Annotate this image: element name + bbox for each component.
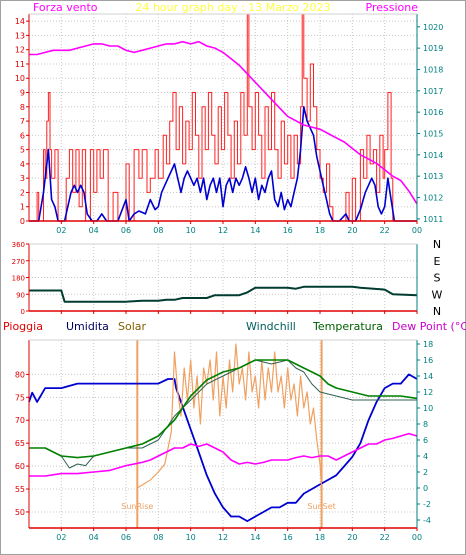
legend-dewpoint: Dew Point (°C) <box>392 320 466 333</box>
y-tick-label-right-2-3: 2 <box>423 468 428 477</box>
x-tick-label-2-4: 10 <box>186 533 196 542</box>
y-tick-label-left-0-0: 0 <box>20 217 25 226</box>
legend-windchill: Windchill <box>246 320 296 333</box>
y-tick-label-left-2-3: 65 <box>15 439 25 448</box>
x-tick-label-2-1: 04 <box>89 533 99 542</box>
y-tick-label-right-2-0: -4 <box>423 516 431 525</box>
header-left: Forza vento <box>33 1 98 14</box>
x-tick-label-0-4: 10 <box>186 226 196 235</box>
y-tick-label-left-0-11: 11 <box>15 60 25 69</box>
y-tick-label-right-0-6: 1017 <box>423 87 443 96</box>
direction-label-0: N <box>433 305 441 318</box>
y-tick-label-right-0-9: 1020 <box>423 23 443 32</box>
y-tick-label-right-0-5: 1016 <box>423 108 443 117</box>
y-tick-label-right-0-2: 1013 <box>423 172 443 181</box>
direction-label-2: S <box>434 272 441 285</box>
y-tick-label-right-2-4: 4 <box>423 452 428 461</box>
y-tick-label-right-2-1: -2 <box>423 500 431 509</box>
legend-umidita: Umidita <box>66 320 109 333</box>
x-tick-label-0-5: 12 <box>218 226 228 235</box>
x-tick-label-0-2: 06 <box>121 226 131 235</box>
y-tick-label-right-2-9: 14 <box>423 372 433 381</box>
x-tick-label-0-6: 14 <box>250 226 260 235</box>
legend-pioggia: Pioggia <box>3 320 43 333</box>
x-tick-label-0-7: 16 <box>283 226 293 235</box>
direction-label-4: N <box>433 238 441 251</box>
header-center: 24 hour graph day : 13 Marzo 2023 <box>135 1 330 14</box>
y-tick-label-right-0-1: 1012 <box>423 194 443 203</box>
y-tick-label-left-0-5: 5 <box>20 146 25 155</box>
y-tick-label-right-0-4: 1015 <box>423 130 443 139</box>
y-tick-label-left-1-1: 90 <box>16 291 25 299</box>
y-tick-label-left-2-4: 70 <box>15 416 25 425</box>
x-tick-label-2-5: 12 <box>218 533 228 542</box>
series-pressure-line <box>29 40 418 205</box>
y-tick-label-left-0-1: 1 <box>20 203 25 212</box>
y-tick-label-left-0-13: 13 <box>15 31 25 40</box>
y-tick-label-right-0-7: 1018 <box>423 65 443 74</box>
series-temperatura-line <box>29 359 418 459</box>
y-tick-label-left-0-2: 2 <box>20 188 25 197</box>
y-tick-label-right-0-8: 1019 <box>423 44 443 53</box>
header-right: Pressione <box>366 1 419 14</box>
y-tick-label-right-0-3: 1014 <box>423 151 443 160</box>
x-tick-label-2-7: 16 <box>283 533 293 542</box>
direction-label-3: E <box>434 255 441 268</box>
y-tick-label-right-2-10: 16 <box>423 356 433 365</box>
series-solar-line <box>136 343 323 489</box>
series-windchill-line <box>29 359 417 469</box>
y-tick-label-right-2-2: 0 <box>423 484 428 493</box>
y-tick-label-right-2-6: 8 <box>423 420 428 429</box>
y-tick-label-left-0-6: 6 <box>20 131 25 140</box>
x-tick-label-0-9: 20 <box>347 226 357 235</box>
y-tick-label-right-2-5: 6 <box>423 436 428 445</box>
series-direction-line <box>29 285 418 303</box>
y-tick-label-right-2-7: 10 <box>423 404 433 413</box>
legend-temperatura: Temperatura <box>312 320 383 333</box>
x-tick-label-2-0: 02 <box>56 533 66 542</box>
y-tick-label-left-2-1: 55 <box>15 485 25 494</box>
y-tick-label-left-0-8: 8 <box>20 103 25 112</box>
x-tick-label-2-10: 22 <box>380 533 390 542</box>
x-tick-label-0-10: 22 <box>380 226 390 235</box>
y-tick-label-left-0-4: 4 <box>20 160 25 169</box>
x-tick-label-0-1: 04 <box>89 226 99 235</box>
legend-solar: Solar <box>118 320 147 333</box>
x-tick-label-2-6: 14 <box>250 533 260 542</box>
y-tick-label-left-2-6: 80 <box>15 370 25 379</box>
x-tick-label-2-9: 20 <box>347 533 357 542</box>
series-umidita-line <box>28 373 418 522</box>
x-tick-label-2-8: 18 <box>315 533 325 542</box>
y-tick-label-left-0-14: 14 <box>15 17 25 26</box>
x-tick-label-0-3: 08 <box>153 226 163 235</box>
y-tick-label-left-2-2: 60 <box>15 462 25 471</box>
y-tick-label-left-1-0: 0 <box>21 308 25 316</box>
series-dewpoint-line <box>29 432 418 477</box>
y-tick-label-left-2-5: 75 <box>15 393 25 402</box>
annotation-label-1: SunSet <box>307 502 335 511</box>
annotation-label-0: SunRise <box>121 502 153 511</box>
y-tick-label-left-0-3: 3 <box>20 174 25 183</box>
y-tick-label-left-1-3: 270 <box>12 258 25 266</box>
series-wind-line <box>29 106 417 222</box>
x-tick-label-2-3: 08 <box>153 533 163 542</box>
x-tick-label-0-0: 02 <box>56 226 66 235</box>
x-tick-label-0-8: 18 <box>315 226 325 235</box>
y-tick-label-left-0-10: 10 <box>15 74 25 83</box>
y-tick-label-right-0-0: 1011 <box>423 215 443 224</box>
y-tick-label-left-0-7: 7 <box>20 117 25 126</box>
direction-label-1: W <box>432 288 443 301</box>
y-tick-label-right-2-11: 18 <box>423 340 433 349</box>
y-tick-label-left-1-4: 360 <box>12 241 25 249</box>
x-tick-label-2-2: 06 <box>121 533 131 542</box>
y-tick-label-left-0-9: 9 <box>20 89 25 98</box>
y-tick-label-left-2-0: 50 <box>15 508 25 517</box>
x-tick-label-2-11: 00 <box>412 533 422 542</box>
y-tick-label-left-0-12: 12 <box>15 46 25 55</box>
y-tick-label-left-1-2: 180 <box>12 275 25 283</box>
x-tick-label-0-11: 00 <box>412 226 422 235</box>
y-tick-label-right-2-8: 12 <box>423 388 433 397</box>
